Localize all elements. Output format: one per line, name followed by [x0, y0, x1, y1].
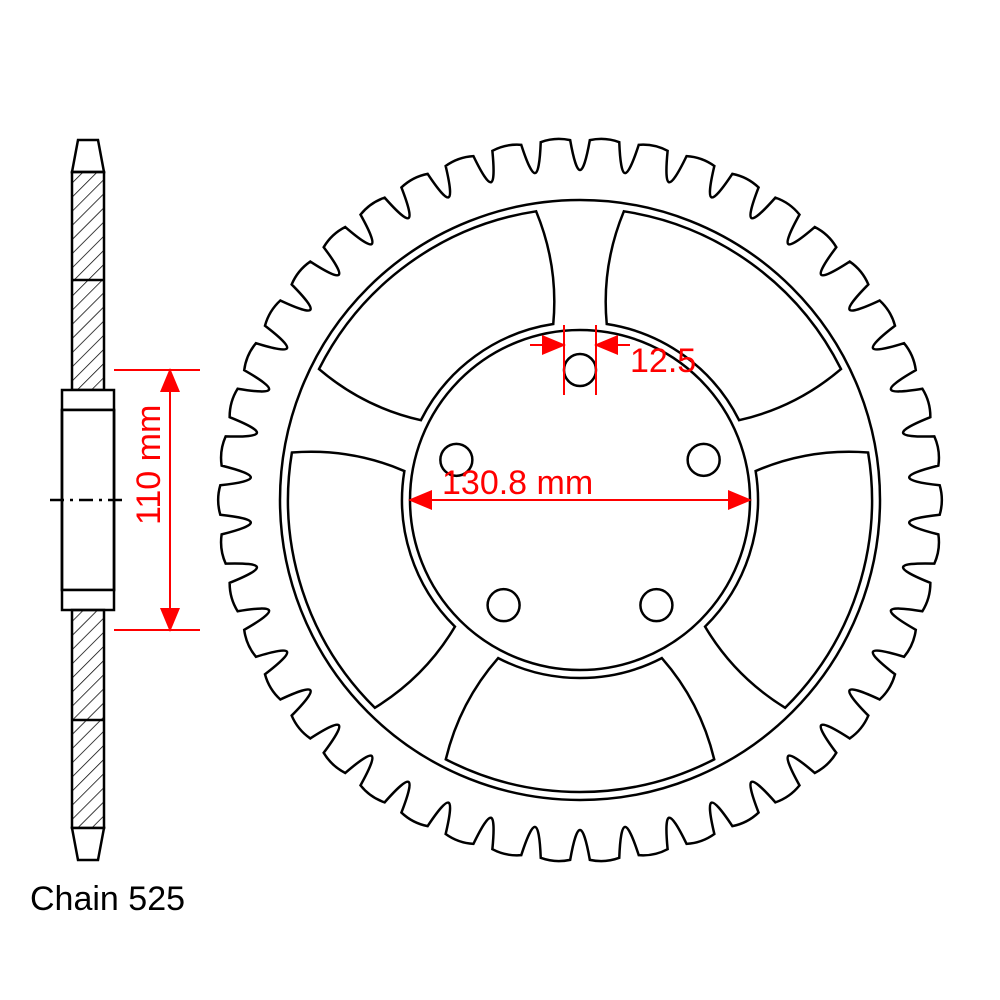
spoke-cutout [319, 211, 554, 420]
dim-bore-text: 130.8 mm [442, 464, 593, 502]
sprocket-diagram: 12.5 130.8 mm [0, 0, 1000, 1000]
bolt-hole [688, 444, 720, 476]
sprocket-front-view: 12.5 130.8 mm [218, 139, 942, 861]
spoke-cutout [446, 658, 714, 792]
bolt-hole [488, 589, 520, 621]
chain-label: Chain 525 [30, 880, 185, 918]
spoke-cutout [606, 211, 841, 420]
bolt-hole [564, 354, 596, 386]
dim-bolt-hole-text: 12.5 [630, 342, 696, 380]
dim-bolt-hole [530, 325, 630, 395]
sprocket-side-view [50, 140, 126, 860]
dim-bolt-circle-text: 110 mm [130, 405, 168, 525]
bolt-hole [640, 589, 672, 621]
